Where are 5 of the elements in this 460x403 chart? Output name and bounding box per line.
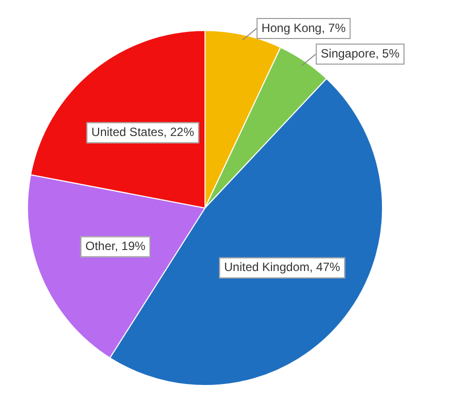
slice-label: Other, 19% xyxy=(85,239,146,254)
slice-label: United States, 22% xyxy=(91,125,194,140)
slice-label: United Kingdom, 47% xyxy=(224,260,340,274)
slice-label: Singapore, 5% xyxy=(320,46,400,60)
slice-label: Hong Kong, 7% xyxy=(262,20,346,35)
